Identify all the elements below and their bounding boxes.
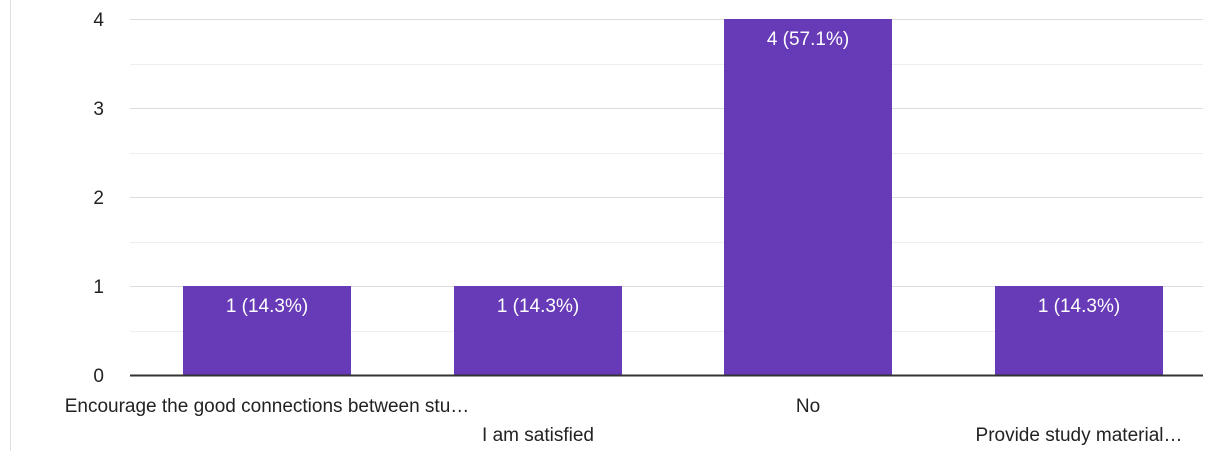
y-tick-label: 0	[93, 366, 104, 387]
bar	[454, 286, 622, 375]
y-tick-label: 2	[93, 188, 104, 209]
panel-left-border	[10, 0, 11, 451]
x-category-label: I am satisfied	[482, 425, 594, 446]
x-category-label: Provide study material…	[976, 425, 1183, 446]
y-tick-label: 1	[93, 277, 104, 298]
bar	[724, 19, 892, 375]
axis-layer: 0 1 2 3 4	[93, 10, 1203, 387]
bar-data-label: 1 (14.3%)	[497, 296, 579, 317]
bar	[995, 286, 1163, 375]
x-category-label: No	[796, 396, 820, 417]
grid-layer	[130, 19, 1203, 332]
x-category-label: Encourage the good connections between s…	[65, 396, 470, 417]
y-tick-label: 4	[93, 10, 104, 31]
y-tick-label: 3	[93, 99, 104, 120]
bar-data-label: 1 (14.3%)	[226, 296, 308, 317]
labels-layer: 1 (14.3%) 1 (14.3%) 4 (57.1%) 1 (14.3%) Enco…	[65, 29, 1183, 446]
bar-data-label: 4 (57.1%)	[767, 29, 849, 50]
bars-layer	[183, 19, 1163, 375]
bar	[183, 286, 351, 375]
bar-data-label: 1 (14.3%)	[1038, 296, 1120, 317]
